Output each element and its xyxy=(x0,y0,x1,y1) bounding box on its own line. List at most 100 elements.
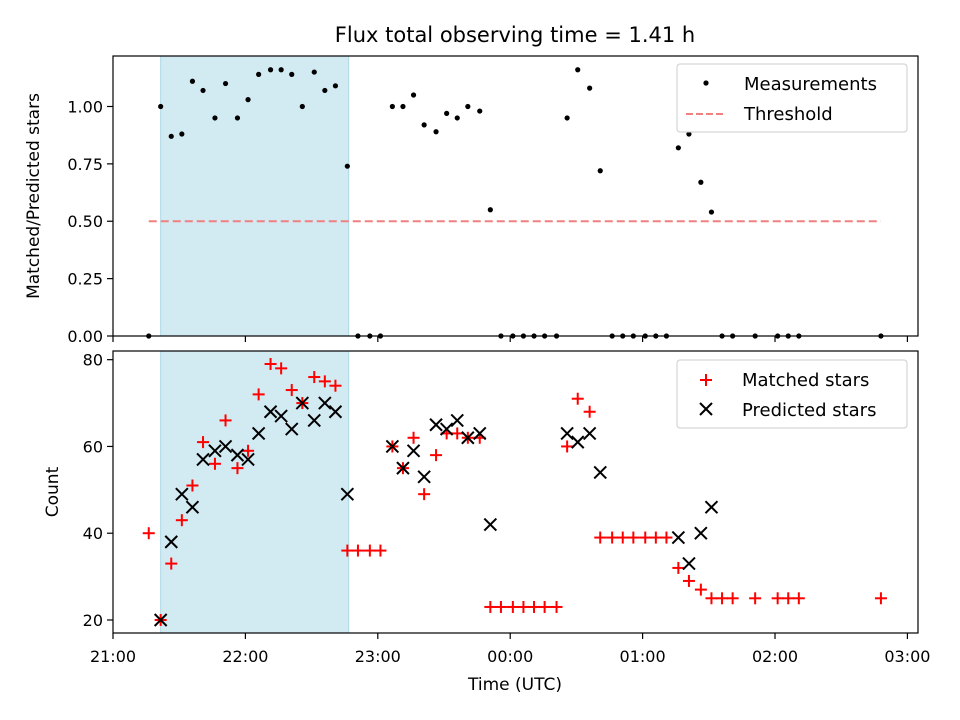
matched-star-point xyxy=(363,544,376,557)
legend-measurements-marker xyxy=(703,80,709,86)
measurement-point xyxy=(575,67,581,73)
ratio-panel-frame xyxy=(112,55,919,337)
predicted-star-point xyxy=(318,396,332,410)
matched-star-point xyxy=(627,531,640,544)
measurement-point xyxy=(179,131,185,137)
matched-star-point xyxy=(186,479,199,492)
matched-star-point xyxy=(264,358,277,371)
matched-star-point xyxy=(874,592,887,605)
matched-star-point xyxy=(506,600,519,613)
count-x-tick-label: 00:00 xyxy=(487,647,533,666)
predicted-star-point xyxy=(185,500,200,514)
predicted-star-point xyxy=(295,396,310,410)
count-x-tick-label: 01:00 xyxy=(620,647,666,666)
predicted-star-point xyxy=(682,556,696,571)
predicted-star-point xyxy=(230,448,245,462)
matched-star-point xyxy=(561,440,574,453)
predicted-star-point xyxy=(593,465,607,480)
count-x-tick-label: 03:00 xyxy=(884,647,930,666)
matched-star-point xyxy=(318,375,331,388)
ratio-y-tick-label: 1.00 xyxy=(67,97,103,116)
matched-star-point xyxy=(430,449,443,462)
matched-star-point xyxy=(275,362,288,375)
predicted-star-point xyxy=(694,526,708,540)
matched-star-point xyxy=(374,544,387,557)
ratio-legend-box xyxy=(676,63,908,133)
measurement-point xyxy=(465,103,471,110)
matched-star-point xyxy=(616,531,629,544)
measurement-point xyxy=(332,83,339,89)
measurement-point xyxy=(299,103,305,110)
measurement-point xyxy=(344,163,350,169)
matched-star-point xyxy=(341,544,354,557)
matched-star-point xyxy=(716,592,729,605)
count-x-tick-label: 02:00 xyxy=(752,647,798,666)
matched-star-point xyxy=(208,457,221,470)
measurement-point xyxy=(158,103,164,110)
count-y-axis-label: Count xyxy=(43,466,63,517)
measurement-point xyxy=(400,103,406,110)
measurement-point xyxy=(686,131,692,137)
predicted-star-point xyxy=(208,444,222,458)
matched-star-point xyxy=(583,405,596,418)
matched-star-point xyxy=(771,592,784,605)
measurement-point xyxy=(444,110,450,116)
matched-star-point xyxy=(252,388,265,401)
count-x-axis-label: Time (UTC) xyxy=(467,675,562,695)
predicted-star-point xyxy=(274,409,288,423)
matched-star-point xyxy=(594,531,607,544)
matched-star-point xyxy=(351,544,364,557)
matched-star-point xyxy=(571,392,584,405)
count-legend: Matched stars Predicted stars xyxy=(676,359,908,429)
measurement-point xyxy=(708,209,715,215)
legend-threshold-label: Threshold xyxy=(743,104,833,125)
count-x-tick-label: 22:00 xyxy=(222,647,268,666)
matched-star-point xyxy=(550,600,563,613)
matched-star-point xyxy=(517,600,530,613)
measurement-point xyxy=(245,97,251,103)
matched-star-point xyxy=(660,531,673,544)
matched-star-point xyxy=(538,600,551,613)
count-observing-span xyxy=(160,350,350,634)
predicted-star-point xyxy=(560,426,574,441)
measurement-point xyxy=(212,115,218,121)
count-y-tick-label: 20 xyxy=(83,611,103,630)
count-x-tick-label: 21:00 xyxy=(90,647,136,666)
measurement-point xyxy=(454,115,460,121)
ratio-y-axis-label: Matched/Predicted stars xyxy=(24,93,44,299)
measurement-point xyxy=(222,80,229,87)
measurement-point xyxy=(256,71,262,77)
measurement-point xyxy=(410,92,417,98)
count-y-tick-label: 60 xyxy=(83,437,103,456)
ratio-y-tick-label: 0.50 xyxy=(67,212,103,231)
matched-star-point xyxy=(782,592,795,605)
predicted-star-point xyxy=(704,500,719,514)
measurement-point xyxy=(267,67,274,73)
matched-star-point xyxy=(175,514,188,527)
predicted-star-point xyxy=(417,470,431,484)
predicted-star-point xyxy=(473,426,487,441)
matched-star-point xyxy=(705,592,718,605)
predicted-star-point xyxy=(153,613,168,627)
measurement-point xyxy=(200,87,206,94)
predicted-star-point xyxy=(396,461,410,475)
matched-star-point xyxy=(792,592,805,605)
matched-star-point xyxy=(484,600,497,613)
ratio-legend: Measurements Threshold xyxy=(676,63,908,133)
legend-predicted-marker xyxy=(699,402,713,416)
measurement-point xyxy=(698,179,704,185)
count-y-tick-label: 80 xyxy=(83,351,103,370)
ratio-y-tick-label: 0.75 xyxy=(67,155,103,174)
measurement-point xyxy=(168,133,174,139)
predicted-star-point xyxy=(671,530,686,545)
legend-predicted-label: Predicted stars xyxy=(742,400,876,421)
predicted-star-point xyxy=(164,535,178,549)
count-panel: 20 40 60 80 21:00 22:00 23:00 00:00 01:00 02:00 03… xyxy=(43,350,930,695)
legend-matched-label: Matched stars xyxy=(742,370,869,391)
matched-star-point xyxy=(606,531,619,544)
matched-star-point xyxy=(285,384,298,397)
matched-star-point xyxy=(308,371,321,384)
matched-star-point xyxy=(231,462,244,475)
predicted-star-point xyxy=(439,422,454,436)
